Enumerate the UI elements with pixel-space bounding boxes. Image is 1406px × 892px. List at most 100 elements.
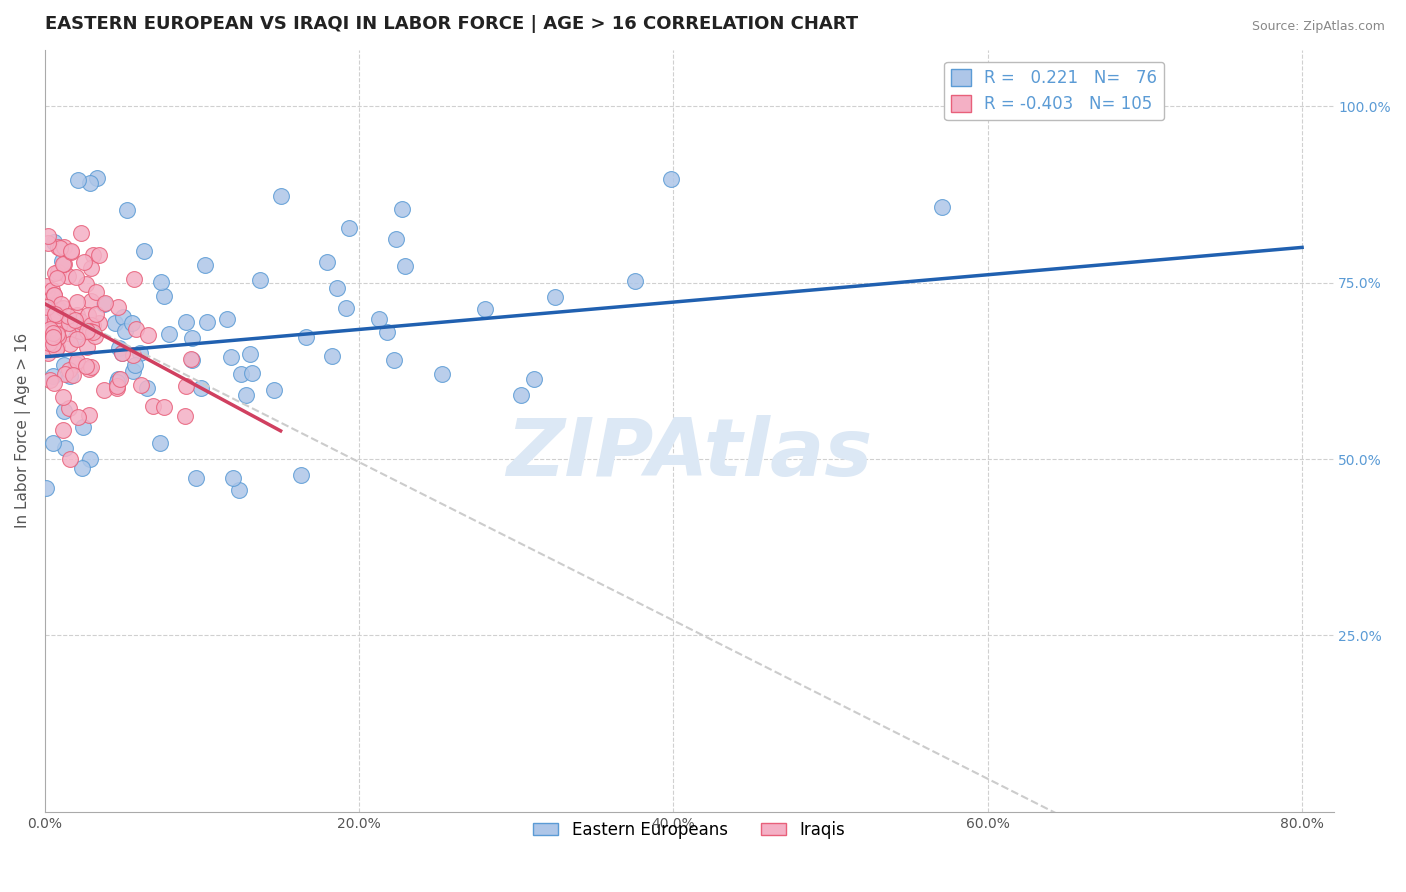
Point	[228, 483, 250, 498]
Point	[42, 287, 65, 301]
Point	[474, 301, 496, 316]
Point	[132, 244, 155, 258]
Point	[153, 289, 176, 303]
Point	[240, 366, 263, 380]
Point	[46, 270, 69, 285]
Text: ZIPAtlas: ZIPAtlas	[506, 415, 872, 492]
Point	[62, 313, 84, 327]
Point	[129, 377, 152, 392]
Point	[94, 296, 117, 310]
Point	[122, 271, 145, 285]
Point	[112, 310, 135, 324]
Point	[263, 383, 285, 397]
Point	[80, 359, 103, 374]
Point	[45, 340, 67, 354]
Point	[82, 318, 104, 333]
Point	[75, 277, 97, 292]
Point	[76, 324, 98, 338]
Point	[69, 324, 91, 338]
Point	[84, 285, 107, 300]
Point	[52, 404, 75, 418]
Point	[108, 341, 131, 355]
Point	[45, 327, 67, 342]
Point	[93, 383, 115, 397]
Point	[48, 265, 70, 279]
Point	[174, 315, 197, 329]
Point	[42, 369, 65, 384]
Point	[335, 301, 357, 315]
Point	[39, 322, 62, 336]
Point	[79, 176, 101, 190]
Point	[157, 327, 180, 342]
Point	[105, 381, 128, 395]
Point	[80, 293, 103, 308]
Point	[124, 358, 146, 372]
Point	[38, 335, 60, 350]
Text: Source: ZipAtlas.com: Source: ZipAtlas.com	[1251, 20, 1385, 33]
Point	[136, 328, 159, 343]
Point	[153, 400, 176, 414]
Point	[46, 301, 69, 316]
Point	[42, 313, 65, 327]
Point	[87, 248, 110, 262]
Point	[56, 269, 79, 284]
Point	[62, 368, 84, 383]
Point	[38, 317, 60, 331]
Point	[41, 325, 63, 339]
Point	[295, 330, 318, 344]
Point	[148, 435, 170, 450]
Point	[394, 259, 416, 273]
Point	[931, 200, 953, 214]
Point	[105, 375, 128, 389]
Point	[51, 297, 73, 311]
Point	[35, 279, 58, 293]
Point	[56, 326, 79, 340]
Point	[316, 255, 339, 269]
Point	[58, 316, 80, 330]
Point	[42, 330, 65, 344]
Point	[65, 357, 87, 371]
Point	[80, 318, 103, 332]
Point	[321, 350, 343, 364]
Point	[111, 346, 134, 360]
Point	[231, 367, 253, 381]
Point	[53, 358, 76, 372]
Point	[77, 362, 100, 376]
Text: EASTERN EUROPEAN VS IRAQI IN LABOR FORCE | AGE > 16 CORRELATION CHART: EASTERN EUROPEAN VS IRAQI IN LABOR FORCE…	[45, 15, 858, 33]
Point	[51, 423, 73, 437]
Point	[66, 354, 89, 368]
Point	[150, 275, 173, 289]
Point	[270, 189, 292, 203]
Point	[52, 391, 75, 405]
Point	[326, 280, 349, 294]
Point	[190, 381, 212, 395]
Point	[84, 329, 107, 343]
Point	[623, 274, 645, 288]
Point	[217, 311, 239, 326]
Point	[93, 297, 115, 311]
Point	[53, 257, 76, 271]
Point	[69, 314, 91, 328]
Point	[544, 290, 567, 304]
Point	[65, 332, 87, 346]
Point	[135, 381, 157, 395]
Point	[35, 481, 58, 495]
Point	[59, 337, 82, 351]
Point	[56, 309, 79, 323]
Point	[66, 308, 89, 322]
Point	[142, 399, 165, 413]
Point	[37, 236, 59, 251]
Point	[180, 351, 202, 366]
Point	[114, 324, 136, 338]
Point	[76, 340, 98, 354]
Point	[42, 326, 65, 340]
Y-axis label: In Labor Force | Age > 16: In Labor Force | Age > 16	[15, 334, 31, 528]
Point	[69, 226, 91, 240]
Point	[39, 373, 62, 387]
Point	[37, 300, 59, 314]
Point	[290, 468, 312, 483]
Point	[107, 379, 129, 393]
Point	[46, 302, 69, 317]
Point	[659, 172, 682, 186]
Point	[41, 284, 63, 298]
